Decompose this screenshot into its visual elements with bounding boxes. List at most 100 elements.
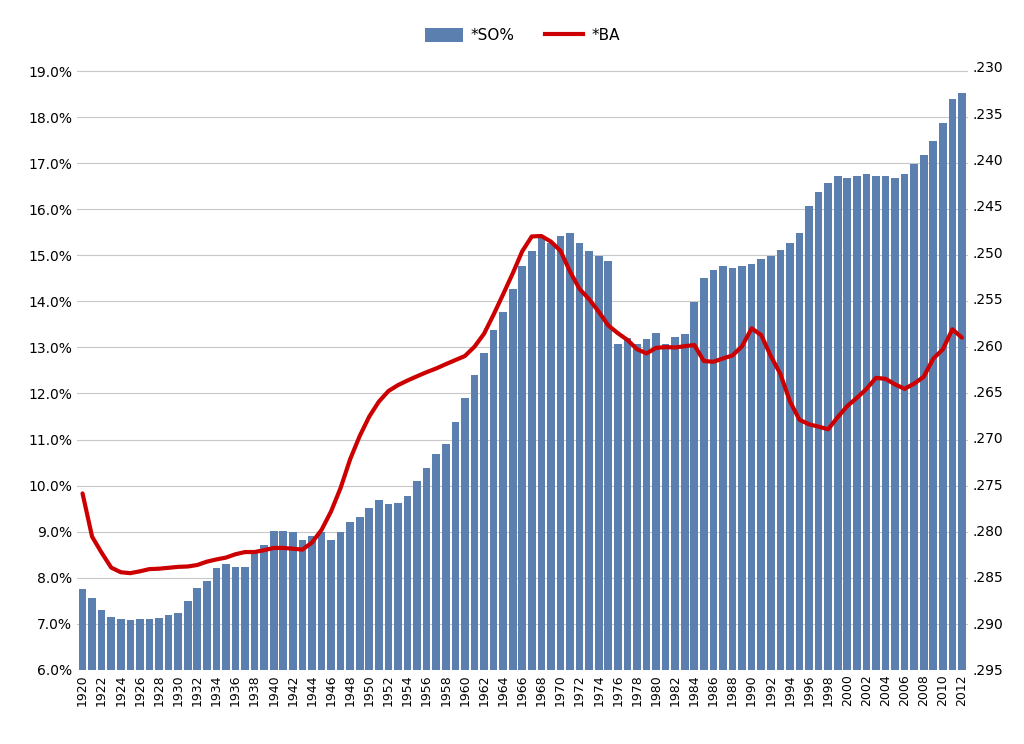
Bar (853, 176, 860, 744)
Bar (222, 564, 229, 744)
Bar (796, 234, 803, 744)
Bar (356, 517, 364, 744)
Bar (88, 598, 96, 744)
Bar (738, 266, 745, 744)
Bar (528, 251, 536, 744)
*BA (536, 231, 548, 240)
Bar (862, 173, 870, 744)
Bar (442, 444, 450, 744)
Bar (260, 545, 268, 744)
Bar (432, 455, 440, 744)
Bar (174, 614, 182, 744)
Bar (403, 496, 412, 744)
Bar (203, 581, 211, 744)
Bar (882, 176, 889, 744)
Bar (366, 507, 373, 744)
*BA (267, 543, 280, 552)
Bar (242, 568, 249, 744)
Bar (824, 183, 831, 744)
Bar (127, 620, 134, 744)
Bar (710, 270, 717, 744)
*BA (124, 568, 136, 577)
*BA (708, 357, 720, 366)
Bar (624, 339, 631, 744)
Bar (872, 176, 880, 744)
Bar (690, 302, 698, 744)
Bar (566, 234, 573, 744)
Bar (231, 568, 240, 744)
Bar (375, 500, 383, 744)
Bar (939, 123, 946, 744)
Bar (614, 344, 622, 744)
Bar (471, 375, 478, 744)
Bar (786, 243, 794, 744)
Bar (538, 238, 545, 744)
Bar (213, 568, 220, 744)
Bar (662, 344, 670, 744)
Bar (901, 173, 908, 744)
Bar (700, 278, 708, 744)
Bar (156, 618, 163, 744)
Bar (815, 192, 822, 744)
Bar (317, 533, 326, 744)
Bar (643, 339, 650, 744)
Bar (98, 610, 105, 744)
Bar (79, 589, 86, 744)
Bar (394, 503, 401, 744)
Bar (136, 619, 143, 744)
Bar (165, 615, 172, 744)
Bar (423, 468, 430, 744)
Bar (289, 533, 297, 744)
Bar (633, 344, 641, 744)
Bar (328, 540, 335, 744)
Bar (767, 257, 774, 744)
Bar (461, 398, 469, 744)
Bar (280, 530, 287, 744)
Bar (270, 530, 278, 744)
Bar (509, 289, 516, 744)
Bar (518, 266, 526, 744)
Bar (299, 540, 306, 744)
Bar (652, 333, 659, 744)
Bar (480, 353, 487, 744)
Bar (958, 94, 966, 744)
Bar (500, 312, 507, 744)
Bar (844, 178, 851, 744)
*BA (77, 489, 89, 498)
Bar (930, 141, 937, 744)
Bar (719, 266, 727, 744)
*BA (955, 333, 968, 342)
Bar (805, 206, 813, 744)
Bar (414, 481, 421, 744)
Bar (337, 533, 344, 744)
Bar (145, 619, 154, 744)
Bar (834, 176, 842, 744)
Bar (108, 617, 115, 744)
Bar (575, 243, 584, 744)
Bar (547, 243, 555, 744)
Bar (729, 269, 736, 744)
Bar (758, 259, 765, 744)
Bar (948, 99, 956, 744)
Bar (604, 261, 612, 744)
Bar (117, 619, 125, 744)
Bar (891, 178, 899, 744)
Bar (557, 236, 564, 744)
*BA (794, 415, 806, 424)
Bar (920, 155, 928, 744)
*BA (525, 232, 538, 241)
*BA (201, 557, 213, 566)
Bar (251, 551, 258, 744)
Bar (595, 257, 602, 744)
Bar (586, 251, 593, 744)
Legend: *SO%, *BA: *SO%, *BA (419, 22, 626, 49)
Bar (184, 601, 191, 744)
Bar (489, 330, 498, 744)
Bar (194, 588, 201, 744)
Bar (452, 422, 459, 744)
Bar (748, 263, 756, 744)
Bar (681, 333, 688, 744)
Bar (385, 504, 392, 744)
Line: *BA: *BA (83, 236, 962, 573)
Bar (776, 250, 784, 744)
